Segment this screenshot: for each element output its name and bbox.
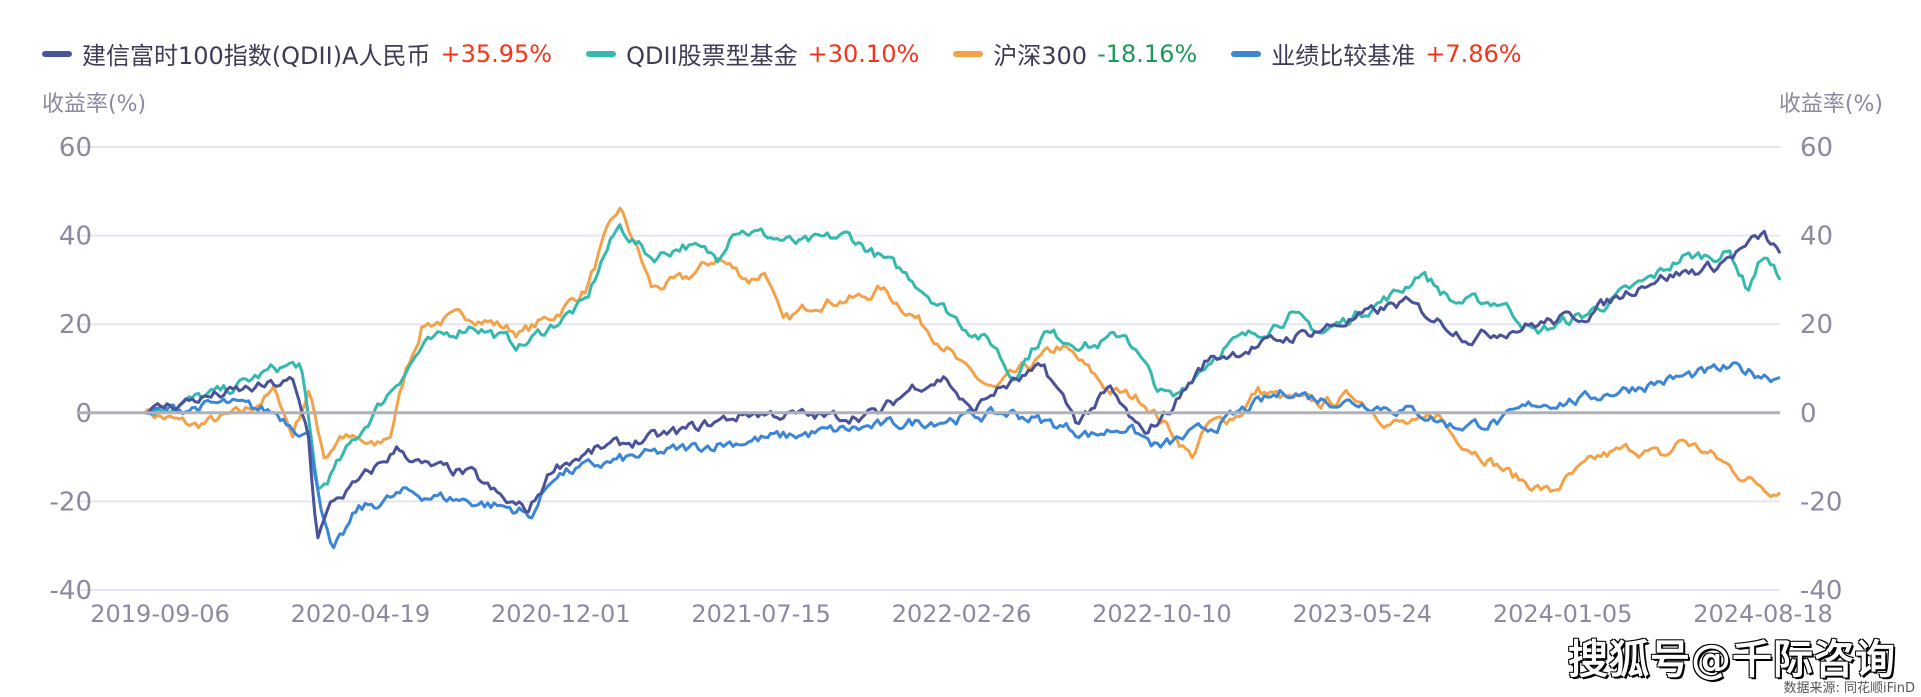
x-tick-label: 2022-02-26: [892, 600, 1031, 628]
x-tick-label: 2021-07-15: [691, 600, 830, 628]
y-tick-label-left: 20: [59, 310, 92, 340]
watermark: 搜狐号@千际咨询: [1568, 637, 1896, 683]
legend-swatch: [42, 50, 72, 57]
legend-item-1[interactable]: QDII股票型基金 +30.10%: [586, 36, 919, 71]
y-tick-label-left: -20: [50, 487, 92, 517]
y-tick-label-right: 0: [1800, 399, 1817, 429]
y-tick-label-right: -20: [1800, 487, 1842, 517]
legend-item-3[interactable]: 业绩比较基准 +7.86%: [1231, 36, 1522, 71]
legend-swatch: [953, 50, 984, 57]
y-tick-label-right: -40: [1800, 576, 1842, 606]
series-line-1: [144, 223, 1782, 491]
legend-label: 沪深300: [993, 42, 1088, 70]
legend-label: QDII股票型基金: [626, 42, 798, 70]
x-tick-label: 2019-09-06: [90, 600, 229, 628]
y-tick-label-left: 60: [59, 133, 92, 163]
x-tick-label: 2024-08-18: [1693, 600, 1832, 628]
y-tick-label-right: 60: [1800, 133, 1833, 163]
legend-label: 业绩比较基准: [1271, 42, 1416, 70]
legend-swatch: [586, 50, 617, 57]
legend-value: +7.86%: [1425, 39, 1522, 68]
x-tick-label: 2024-01-05: [1493, 600, 1632, 628]
legend-value: +30.10%: [807, 39, 920, 68]
series-line-2: [143, 206, 1782, 499]
chart-legend: 建信富时100指数(QDII)A人民币 +35.95% QDII股票型基金 +30.…: [42, 36, 1522, 71]
legend-item-2[interactable]: 沪深300 -18.16%: [953, 36, 1197, 71]
data-source: 数据来源: 同花顺iFinD: [1783, 681, 1915, 696]
y-tick-label-right: 20: [1800, 310, 1833, 340]
x-tick-label: 2022-10-10: [1092, 600, 1231, 628]
y-axis-label-left: 收益率(%): [42, 92, 147, 117]
legend-value: +35.95%: [440, 39, 553, 68]
y-tick-label-left: -40: [50, 576, 92, 606]
legend-label: 建信富时100指数(QDII)A人民币: [82, 42, 431, 70]
legend-item-0[interactable]: 建信富时100指数(QDII)A人民币 +35.95%: [42, 36, 552, 71]
x-tick-label: 2020-12-01: [491, 600, 630, 628]
legend-swatch: [1231, 50, 1262, 57]
legend-value: -18.16%: [1097, 39, 1198, 68]
x-tick-label: 2023-05-24: [1293, 600, 1432, 628]
x-tick-label: 2020-04-19: [291, 600, 430, 628]
y-axis-label-right: 收益率(%): [1778, 92, 1883, 117]
y-tick-label-right: 40: [1800, 222, 1833, 252]
y-tick-label-left: 40: [59, 222, 92, 252]
series-line-0: [144, 229, 1782, 540]
